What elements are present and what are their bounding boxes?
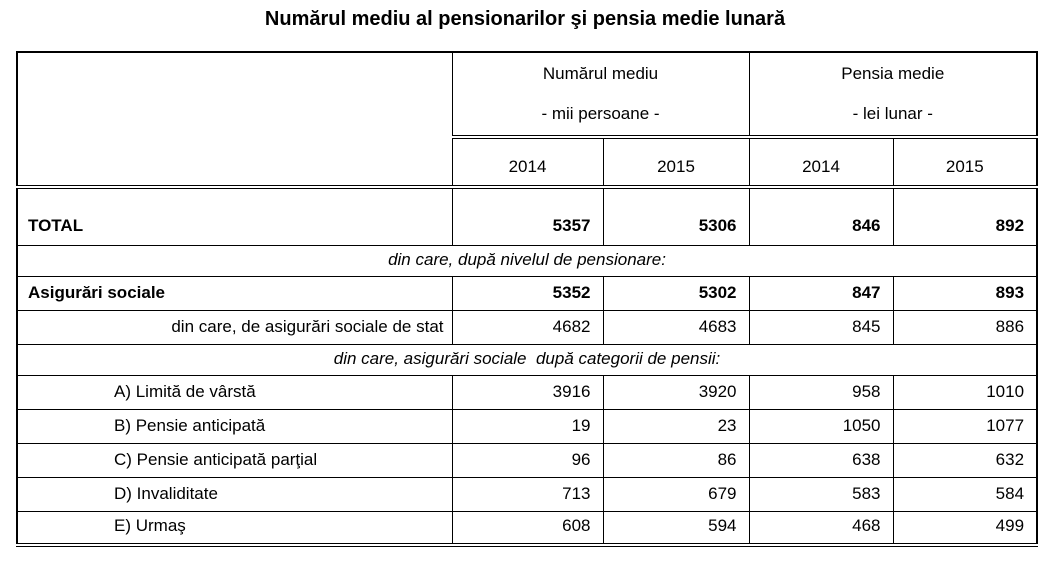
cell-value: 886: [892, 309, 1038, 345]
cell-value: 679: [602, 476, 750, 512]
cell-value: 594: [602, 510, 750, 546]
table-row-asigurari-de-stat: din care, de asigurări sociale de stat 4…: [16, 309, 1038, 345]
section-row: din care, asigurări sociale după categor…: [16, 343, 1038, 376]
cell-value: 96: [451, 442, 604, 478]
table-row-total: TOTAL 5357 5306 846 892: [16, 186, 1038, 246]
cell-value: 584: [892, 476, 1038, 512]
table-row-asigurari-sociale: Asigurări sociale 5352 5302 847 893: [16, 275, 1038, 311]
year-column-header: 2014: [451, 136, 604, 189]
cell-value: 713: [451, 476, 604, 512]
column-group-unit: - lei lunar -: [852, 104, 933, 123]
column-group-pensia-medie: Pensia medie - lei lunar -: [748, 51, 1038, 139]
section-label: din care, după nivelul de pensionare:: [16, 244, 1038, 277]
header-year-row: 2014 2015 2014 2015: [17, 136, 1038, 189]
page-title: Numărul mediu al pensionarilor şi pensia…: [264, 8, 786, 30]
row-label: D) Invaliditate: [16, 476, 453, 512]
cell-value: 499: [892, 510, 1038, 546]
cell-value: 19: [451, 408, 604, 444]
column-group-numar-mediu: Numărul mediu - mii persoane -: [451, 51, 750, 139]
row-label: din care, de asigurări sociale de stat: [16, 309, 453, 345]
cell-value: 5306: [602, 186, 750, 246]
cell-value: 893: [892, 275, 1038, 311]
cell-value: 4683: [602, 309, 750, 345]
row-label: E) Urmaş: [16, 510, 453, 546]
cell-value: 1010: [892, 374, 1038, 410]
row-label: A) Limită de vârstă: [16, 374, 453, 410]
table-row-limita-de-varsta: A) Limită de vârstă 3916 3920 958 1010: [16, 374, 1038, 410]
table-row-pensie-anticipata: B) Pensie anticipată 19 23 1050 1077: [16, 408, 1038, 444]
section-label: din care, asigurări sociale după categor…: [16, 343, 1038, 376]
pension-table: Numărul mediu - mii persoane - Pensia me…: [16, 51, 1039, 547]
section-row: din care, după nivelul de pensionare:: [16, 244, 1038, 277]
cell-value: 1050: [748, 408, 894, 444]
cell-value: 3920: [602, 374, 750, 410]
table-row-urmas: E) Urmaş 608 594 468 499: [16, 510, 1038, 546]
header-group-row: Numărul mediu - mii persoane - Pensia me…: [16, 51, 1038, 189]
cell-value: 583: [748, 476, 894, 512]
cell-value: 468: [748, 510, 894, 546]
row-label: B) Pensie anticipată: [16, 408, 453, 444]
cell-value: 5302: [602, 275, 750, 311]
row-label: C) Pensie anticipată parţial: [16, 442, 453, 478]
year-column-header: 2014: [748, 136, 894, 189]
table-row-pensie-anticipata-partial: C) Pensie anticipată parţial 96 86 638 6…: [16, 442, 1038, 478]
cell-value: 846: [748, 186, 894, 246]
cell-value: 608: [451, 510, 604, 546]
column-group-label: Numărul mediu: [542, 64, 659, 83]
cell-value: 5357: [451, 186, 604, 246]
cell-value: 892: [892, 186, 1038, 246]
cell-value: 845: [748, 309, 894, 345]
cell-value: 958: [748, 374, 894, 410]
cell-value: 847: [748, 275, 894, 311]
cell-value: 5352: [451, 275, 604, 311]
table-body: TOTAL 5357 5306 846 892 din care, după n…: [16, 186, 1038, 546]
column-group-label: Pensia medie: [841, 64, 945, 83]
cell-value: 3916: [451, 374, 604, 410]
year-column-header: 2015: [602, 136, 750, 189]
empty-corner-cell: [16, 51, 453, 189]
table-row-invaliditate: D) Invaliditate 713 679 583 584: [16, 476, 1038, 512]
cell-value: 632: [892, 442, 1038, 478]
column-group-unit: - mii persoane -: [541, 104, 660, 123]
cell-value: 4682: [451, 309, 604, 345]
year-column-header: 2015: [892, 136, 1038, 189]
row-label: TOTAL: [16, 186, 453, 246]
cell-value: 1077: [892, 408, 1038, 444]
cell-value: 638: [748, 442, 894, 478]
row-label: Asigurări sociale: [16, 275, 453, 311]
table-header: Numărul mediu - mii persoane - Pensia me…: [16, 51, 1038, 189]
cell-value: 23: [602, 408, 750, 444]
cell-value: 86: [602, 442, 750, 478]
